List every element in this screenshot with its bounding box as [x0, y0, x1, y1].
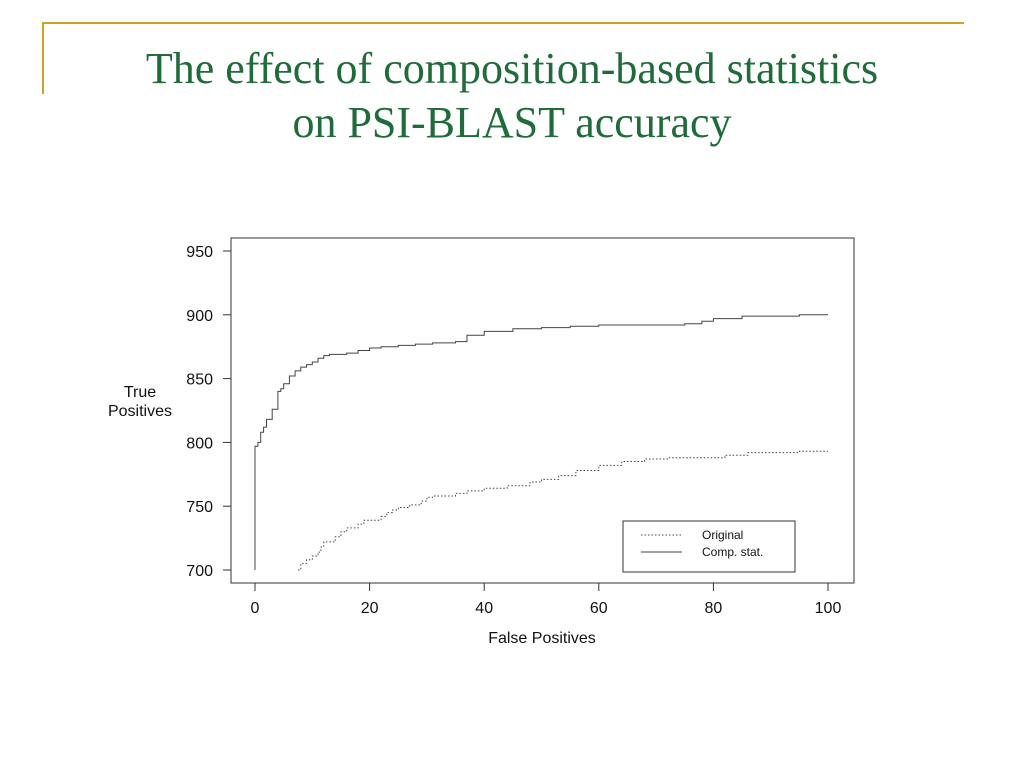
- series-line-comp-stat: [254, 314, 828, 570]
- plot-frame: [230, 237, 855, 584]
- slide-title-line-2: on PSI-BLAST accuracy: [292, 98, 732, 147]
- x-tick-label: 0: [251, 600, 260, 617]
- slide-title: The effect of composition-based statisti…: [44, 42, 980, 150]
- y-tick-label: 700: [186, 563, 213, 580]
- legend-label-comp-stat: Comp. stat.: [702, 545, 763, 559]
- legend-label-original: Original: [702, 528, 743, 542]
- accent-line-horizontal: [42, 22, 964, 24]
- y-axis-label-line-2: Positives: [108, 403, 172, 420]
- x-tick-label: 40: [475, 600, 493, 617]
- legend-box: [622, 520, 796, 573]
- y-tick-label: 850: [186, 372, 213, 389]
- series-layer: [254, 314, 828, 571]
- y-tick-label: 800: [186, 435, 213, 452]
- y-axis: 700 750 800 850 900 950: [186, 244, 231, 580]
- accent-line-vertical: [42, 22, 44, 94]
- chart-svg: 700 750 800 850 900 950 0 20 40 60 80 100 True Pos…: [108, 237, 855, 647]
- y-tick-label: 900: [186, 308, 213, 325]
- y-tick-label: 950: [186, 244, 213, 261]
- x-tick-label: 20: [361, 600, 379, 617]
- x-axis-label: False Positives: [488, 630, 596, 647]
- y-axis-label-line-1: True: [124, 384, 156, 401]
- x-tick-label: 60: [590, 600, 608, 617]
- slide-title-line-1: The effect of composition-based statisti…: [145, 44, 879, 93]
- legend: Original Comp. stat.: [622, 520, 796, 573]
- y-tick-label: 750: [186, 499, 213, 516]
- x-tick-label: 80: [705, 600, 723, 617]
- chart-container: 700 750 800 850 900 950 0 20 40 60 80 100 True Pos…: [80, 225, 880, 665]
- series-line-original: [298, 450, 828, 571]
- x-axis: 0 20 40 60 80 100: [251, 583, 842, 617]
- x-tick-label: 100: [815, 600, 842, 617]
